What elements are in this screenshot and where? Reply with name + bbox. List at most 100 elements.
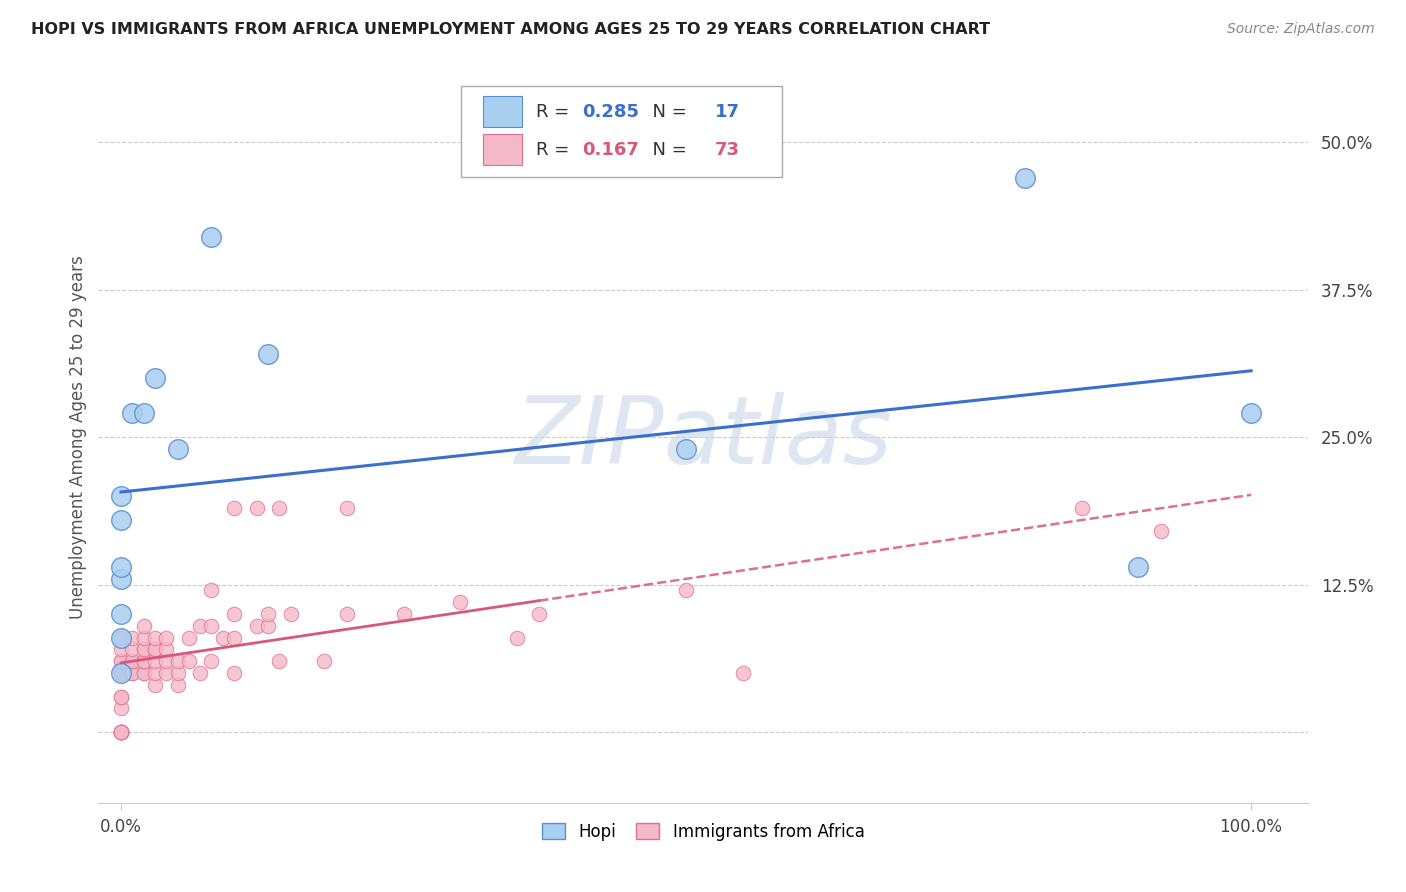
Point: [246, 619, 269, 633]
Point: [1126, 559, 1149, 574]
Point: [110, 725, 132, 739]
Point: [1014, 170, 1036, 185]
Point: [257, 619, 280, 633]
Point: [200, 583, 222, 598]
Text: R =: R =: [536, 141, 575, 159]
Point: [1240, 407, 1263, 421]
Legend: Hopi, Immigrants from Africa: Hopi, Immigrants from Africa: [533, 814, 873, 849]
Text: ZIPatlas: ZIPatlas: [515, 392, 891, 483]
Point: [257, 607, 280, 621]
Text: N =: N =: [641, 103, 693, 120]
Point: [110, 666, 132, 681]
Point: [110, 654, 132, 668]
Point: [675, 583, 697, 598]
Text: 0.167: 0.167: [582, 141, 638, 159]
Point: [132, 619, 155, 633]
Point: [449, 595, 471, 609]
Point: [110, 690, 132, 704]
Y-axis label: Unemployment Among Ages 25 to 29 years: Unemployment Among Ages 25 to 29 years: [69, 255, 87, 619]
Point: [132, 642, 155, 657]
Point: [121, 666, 143, 681]
Point: [110, 666, 132, 681]
Point: [222, 631, 245, 645]
Point: [132, 654, 155, 668]
Point: [132, 654, 155, 668]
Point: [110, 631, 132, 645]
Point: [110, 725, 132, 739]
Point: [280, 607, 302, 621]
FancyBboxPatch shape: [482, 134, 522, 165]
Point: [155, 631, 177, 645]
Text: HOPI VS IMMIGRANTS FROM AFRICA UNEMPLOYMENT AMONG AGES 25 TO 29 YEARS CORRELATIO: HOPI VS IMMIGRANTS FROM AFRICA UNEMPLOYM…: [31, 22, 990, 37]
Point: [314, 654, 336, 668]
Text: 73: 73: [716, 141, 740, 159]
Point: [188, 666, 211, 681]
Point: [177, 654, 200, 668]
Point: [143, 678, 166, 692]
Point: [392, 607, 415, 621]
Point: [143, 642, 166, 657]
Point: [188, 619, 211, 633]
Text: N =: N =: [641, 141, 693, 159]
Point: [246, 500, 269, 515]
Point: [222, 666, 245, 681]
Point: [527, 607, 550, 621]
Point: [143, 371, 166, 385]
Point: [731, 666, 754, 681]
Point: [166, 442, 188, 456]
Text: R =: R =: [536, 103, 575, 120]
Point: [110, 690, 132, 704]
Text: 0.285: 0.285: [582, 103, 640, 120]
Point: [110, 725, 132, 739]
Point: [132, 666, 155, 681]
Point: [110, 725, 132, 739]
Point: [110, 654, 132, 668]
Point: [121, 642, 143, 657]
Point: [1070, 500, 1092, 515]
Point: [110, 607, 132, 621]
Point: [269, 654, 291, 668]
Point: [121, 654, 143, 668]
FancyBboxPatch shape: [482, 95, 522, 128]
Text: Source: ZipAtlas.com: Source: ZipAtlas.com: [1227, 22, 1375, 37]
Point: [336, 500, 359, 515]
Point: [166, 678, 188, 692]
Point: [110, 666, 132, 681]
Point: [110, 513, 132, 527]
Point: [675, 442, 697, 456]
Point: [121, 631, 143, 645]
Point: [177, 631, 200, 645]
Text: 17: 17: [716, 103, 740, 120]
Point: [110, 631, 132, 645]
Point: [110, 666, 132, 681]
Point: [257, 347, 280, 361]
Point: [200, 229, 222, 244]
Point: [166, 666, 188, 681]
Point: [132, 642, 155, 657]
Point: [269, 500, 291, 515]
Point: [200, 654, 222, 668]
Point: [132, 631, 155, 645]
Point: [121, 666, 143, 681]
Point: [166, 654, 188, 668]
Point: [222, 500, 245, 515]
Point: [110, 725, 132, 739]
Point: [110, 725, 132, 739]
Point: [121, 654, 143, 668]
Point: [336, 607, 359, 621]
Point: [110, 572, 132, 586]
Point: [132, 666, 155, 681]
Point: [143, 642, 166, 657]
Point: [143, 666, 166, 681]
Point: [155, 666, 177, 681]
Point: [110, 489, 132, 503]
Point: [121, 407, 143, 421]
FancyBboxPatch shape: [461, 86, 782, 178]
Point: [155, 642, 177, 657]
Point: [132, 407, 155, 421]
Point: [200, 619, 222, 633]
Point: [1150, 524, 1173, 539]
Point: [110, 559, 132, 574]
Point: [110, 642, 132, 657]
Point: [211, 631, 233, 645]
